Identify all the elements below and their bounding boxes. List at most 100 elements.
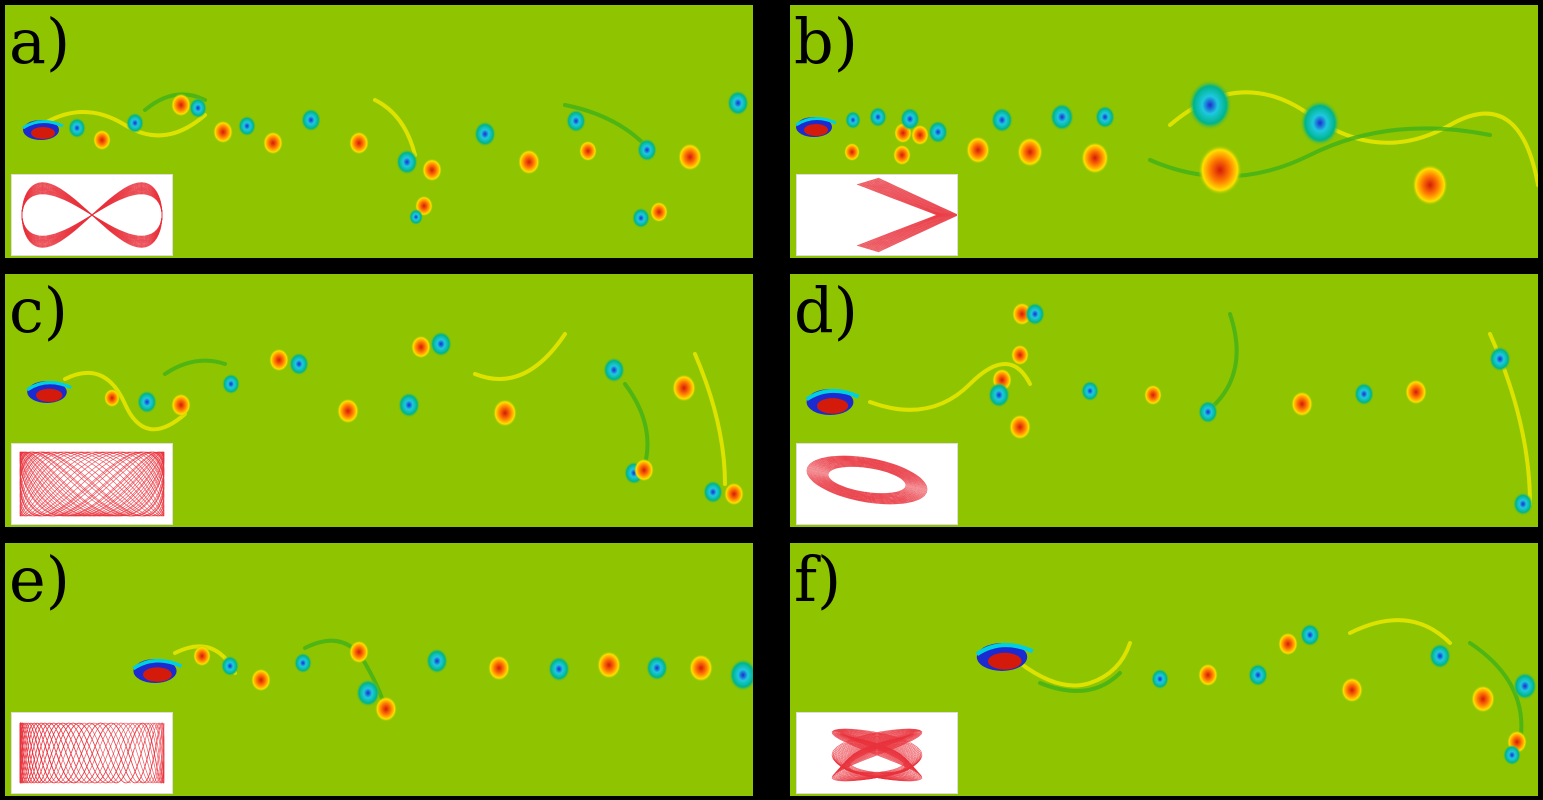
- positive-vortex: [672, 374, 696, 402]
- panel-label: e): [9, 543, 70, 616]
- vorticity-field: [795, 79, 1538, 206]
- positive-vortex: [689, 654, 713, 682]
- positive-vortex: [1011, 344, 1029, 366]
- flapping-body: [22, 120, 64, 140]
- vortex-filament: [1468, 641, 1524, 745]
- positive-vortex: [488, 655, 510, 681]
- negative-vortex: [845, 110, 861, 130]
- positive-vortex: [493, 399, 517, 427]
- negative-vortex: [566, 109, 586, 133]
- positive-vortex: [724, 482, 744, 506]
- vortex-filament: [1038, 671, 1122, 693]
- negative-vortex: [548, 656, 570, 682]
- negative-vortex: [991, 107, 1013, 133]
- trajectory-curve: [806, 455, 928, 505]
- positive-vortex: [1471, 685, 1495, 713]
- panel-c: c): [5, 274, 753, 527]
- negative-vortex: [68, 117, 86, 139]
- vorticity-field: [805, 302, 1533, 516]
- negative-vortex: [398, 392, 420, 418]
- positive-vortex: [193, 645, 211, 667]
- negative-vortex: [1513, 492, 1533, 516]
- negative-vortex: [1489, 346, 1511, 372]
- vortex-filament: [1208, 312, 1239, 411]
- negative-vortex: [1513, 672, 1537, 700]
- panel-b: b): [790, 5, 1538, 258]
- negative-vortex: [1300, 100, 1340, 146]
- positive-vortex: [422, 158, 442, 182]
- panel-label: d): [794, 274, 858, 347]
- positive-vortex: [1009, 414, 1031, 440]
- vortex-filament: [143, 92, 207, 112]
- panel-e: e): [5, 543, 753, 796]
- negative-vortex: [474, 121, 496, 147]
- trajectory-inset: [796, 174, 958, 256]
- trajectory-inset: [796, 443, 958, 525]
- negative-vortex: [646, 655, 668, 681]
- vortex-filament: [373, 98, 417, 157]
- negative-vortex: [137, 390, 157, 414]
- negative-vortex: [1429, 643, 1451, 669]
- trajectory-curve: [19, 451, 165, 517]
- positive-vortex: [171, 393, 191, 417]
- positive-vortex: [104, 388, 120, 408]
- panel-label: f): [794, 543, 842, 616]
- vorticity-field: [975, 618, 1537, 766]
- vortex-filament: [1168, 90, 1538, 187]
- positive-vortex: [349, 131, 369, 155]
- panel-f: f): [790, 543, 1538, 796]
- negative-vortex: [1248, 663, 1268, 687]
- negative-vortex: [221, 655, 239, 677]
- positive-vortex: [93, 129, 111, 151]
- negative-vortex: [1198, 400, 1218, 424]
- positive-vortex: [650, 201, 668, 223]
- flapping-body: [795, 117, 837, 137]
- negative-vortex: [637, 138, 657, 162]
- vortex-filament: [43, 110, 207, 138]
- positive-vortex: [1278, 632, 1298, 656]
- flapping-body: [805, 389, 860, 415]
- negative-vortex: [409, 208, 423, 226]
- positive-vortex: [1017, 137, 1043, 167]
- trajectory-inset: [11, 174, 173, 256]
- trajectory-curve: [19, 721, 165, 784]
- positive-vortex: [966, 136, 990, 164]
- vortex-filament: [473, 332, 567, 381]
- positive-vortex: [349, 640, 369, 664]
- positive-vortex: [893, 144, 911, 166]
- vorticity-field: [132, 638, 753, 722]
- positive-vortex: [213, 120, 233, 144]
- negative-vortex: [294, 652, 312, 674]
- trajectory-curve: [831, 728, 923, 782]
- negative-vortex: [869, 106, 887, 128]
- positive-vortex: [1081, 141, 1109, 175]
- flapping-body: [975, 643, 1034, 671]
- positive-vortex: [375, 696, 397, 722]
- positive-vortex: [1144, 384, 1162, 406]
- negative-vortex: [1095, 105, 1115, 129]
- negative-vortex: [189, 97, 207, 119]
- vortex-filament: [563, 103, 647, 147]
- negative-vortex: [988, 382, 1010, 408]
- positive-vortex: [634, 458, 654, 482]
- negative-vortex: [396, 149, 418, 175]
- vortex-filament: [868, 362, 1032, 412]
- flapping-body: [26, 381, 72, 403]
- negative-vortex: [301, 108, 321, 132]
- positive-vortex: [1412, 164, 1448, 206]
- negative-vortex: [1151, 668, 1169, 690]
- positive-vortex: [678, 143, 702, 171]
- negative-vortex: [928, 120, 948, 144]
- panel-label: b): [794, 5, 858, 78]
- trajectory-curve: [21, 182, 163, 248]
- positive-vortex: [1341, 677, 1363, 703]
- negative-vortex: [900, 107, 920, 131]
- vortex-filament: [693, 352, 727, 486]
- negative-vortex: [1025, 302, 1045, 326]
- negative-vortex: [727, 90, 749, 116]
- vortex-filament: [63, 370, 187, 432]
- negative-vortex: [632, 207, 650, 229]
- negative-vortex: [238, 115, 256, 137]
- vorticity-field: [22, 90, 749, 229]
- negative-vortex: [703, 480, 723, 504]
